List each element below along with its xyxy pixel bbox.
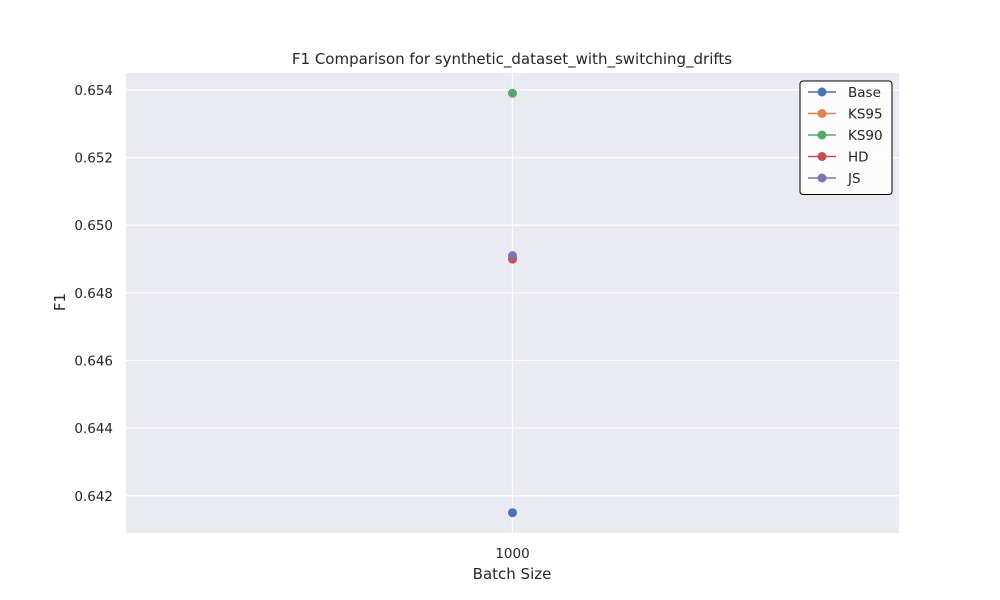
legend-label-ks95: KS95 [848,107,883,123]
grid-lines [126,73,899,533]
y-tick-label: 0.642 [74,489,113,505]
data-point-js [508,251,517,261]
y-tick-label: 0.654 [74,83,113,99]
legend-marker-ks90 [817,130,827,140]
x-tick-label: 1000 [495,546,529,562]
data-point-ks90 [508,88,517,98]
legend-marker-ks95 [817,109,827,118]
y-tick-label: 0.648 [74,286,113,302]
y-tick-label: 0.650 [74,218,113,234]
legend-label-ks90: KS90 [848,128,883,144]
legend-marker-js [817,173,827,183]
y-axis-ticks: 0.642 0.644 0.646 0.648 0.650 0.652 0.654 [74,83,113,505]
legend-label-base: Base [848,85,881,101]
y-tick-label: 0.644 [74,421,113,437]
data-point-base [508,508,517,518]
legend: Base KS95 KS90 HD JS [799,80,893,195]
legend-marker-base [817,87,827,97]
y-axis-label: F1 [51,293,69,311]
chart-title: F1 Comparison for synthetic_dataset_with… [292,50,732,69]
y-tick-label: 0.652 [74,151,113,167]
legend-label-js: JS [847,171,861,187]
legend-marker-hd [817,152,827,161]
x-axis-ticks: 1000 [495,546,529,562]
data-points [508,88,517,518]
legend-label-hd: HD [848,150,869,166]
x-axis-label: Batch Size [473,565,552,583]
y-tick-label: 0.646 [74,354,113,370]
